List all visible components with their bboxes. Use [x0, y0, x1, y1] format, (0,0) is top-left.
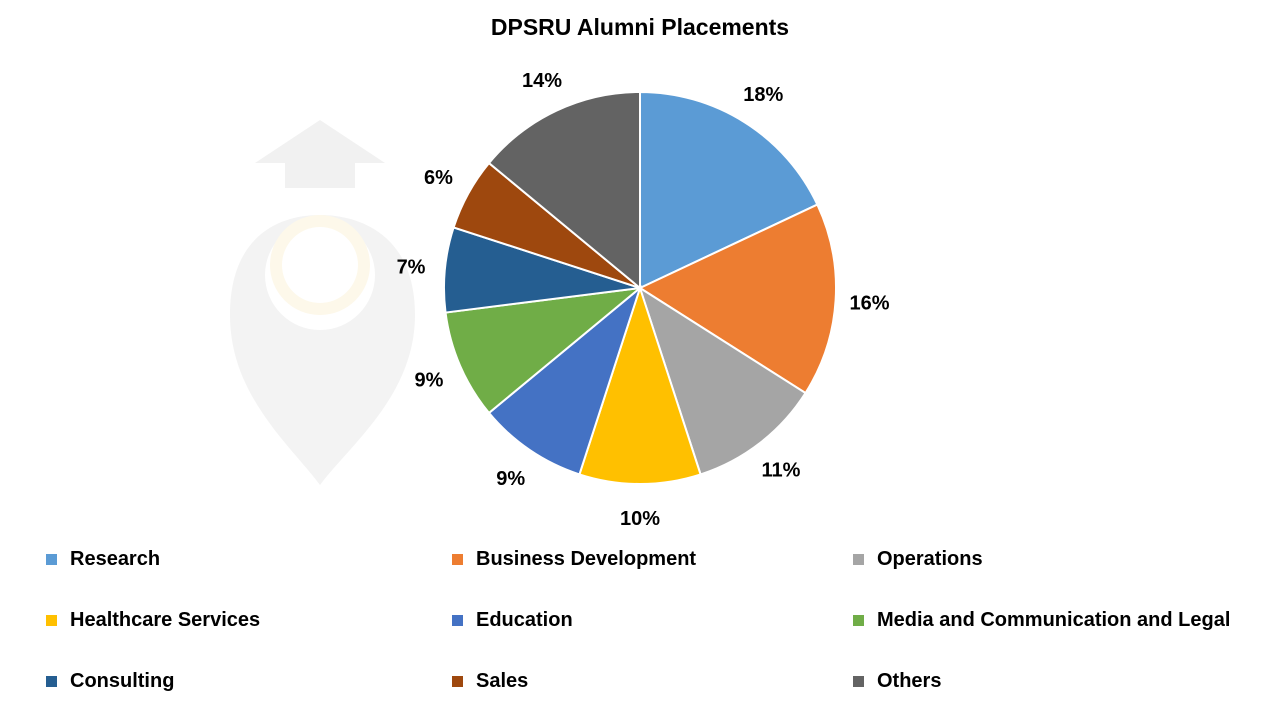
- legend-swatch: [46, 676, 57, 687]
- legend-swatch: [853, 676, 864, 687]
- legend-swatch: [853, 554, 864, 565]
- legend-item: Operations: [853, 548, 983, 571]
- data-label: 9%: [414, 369, 443, 391]
- legend-item: Business Development: [452, 548, 696, 571]
- legend-item: Sales: [452, 670, 528, 693]
- legend-item: Research: [46, 548, 160, 571]
- pie-slice-operations: [638, 285, 807, 476]
- pie-slice-others: [487, 90, 641, 291]
- data-label: 10%: [620, 508, 660, 530]
- data-label: 7%: [397, 256, 426, 278]
- pie-slice-healthcare-services: [578, 284, 702, 485]
- legend-item: Media and Communication and Legal: [853, 609, 1230, 632]
- legend-label: Business Development: [476, 548, 697, 570]
- legend-label: Education: [476, 609, 573, 631]
- legend-swatch: [452, 615, 463, 626]
- pie-slice-business-development: [637, 203, 837, 395]
- legend-label: Healthcare Services: [70, 609, 261, 631]
- legend-item: Others: [853, 670, 941, 693]
- legend-swatch: [853, 615, 864, 626]
- legend-label: Consulting: [70, 670, 175, 692]
- pie-slice-education: [487, 285, 643, 476]
- watermark-logo: [230, 120, 415, 485]
- data-label: 16%: [850, 292, 890, 314]
- data-label: 11%: [761, 460, 800, 482]
- chart-title: DPSRU Alumni Placements: [490, 14, 790, 40]
- data-label: 18%: [743, 84, 783, 106]
- data-label: 14%: [522, 70, 562, 92]
- legend-item: Consulting: [46, 670, 174, 693]
- legend-label: Others: [877, 670, 942, 692]
- data-label: 6%: [424, 167, 453, 189]
- legend-label: Research: [70, 548, 161, 570]
- data-label: 9%: [496, 468, 525, 490]
- pie-chart: 18% 16% 11% 10% 9% 9% 7% 6% 14%: [397, 70, 890, 530]
- legend-item: Education: [452, 609, 573, 632]
- legend-swatch: [452, 676, 463, 687]
- legend-item: Healthcare Services: [46, 609, 260, 632]
- legend-label: Sales: [476, 670, 529, 692]
- legend-swatch: [452, 554, 463, 565]
- legend-swatch: [46, 615, 57, 626]
- legend-label: Operations: [877, 548, 983, 570]
- legend-label: Media and Communication and Legal: [877, 609, 1231, 631]
- legend-swatch: [46, 554, 57, 565]
- pie-slice-research: [639, 90, 819, 290]
- pie-slice-media-and-communication-and-legal: [444, 286, 644, 415]
